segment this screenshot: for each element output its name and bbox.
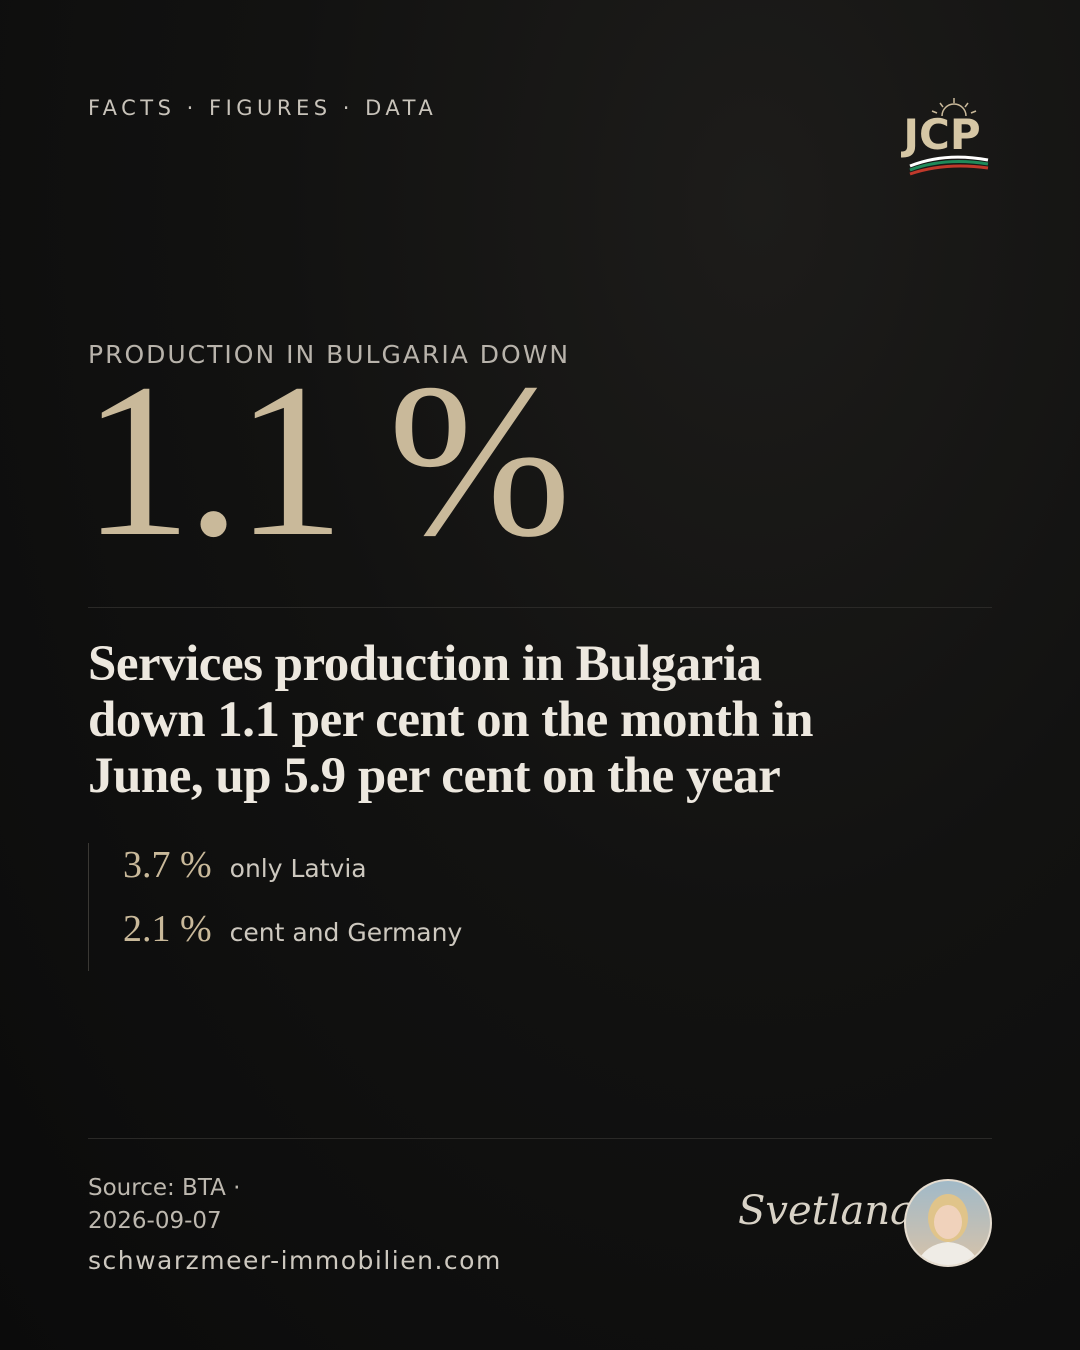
stats: 3.7 % only Latvia 2.1 % cent and Germany <box>88 843 462 971</box>
stat-text: only Latvia <box>229 854 367 883</box>
logo-wave <box>909 164 989 176</box>
logo-text: JCP <box>900 110 980 159</box>
hero-figure: 1.1 % <box>82 338 571 582</box>
headline-line: June, up 5.9 per cent on the year <box>88 748 781 804</box>
logo: JCP <box>900 98 989 176</box>
source: Source: BTA · <box>88 1175 241 1201</box>
stat-row: 3.7 % only Latvia <box>123 843 462 907</box>
logo-wave <box>909 160 989 172</box>
headline-line: Services production in Bulgaria <box>88 636 762 692</box>
hero-label: PRODUCTION IN BULGARIA DOWN <box>88 340 571 369</box>
logo-sun <box>931 98 977 117</box>
logo-wave <box>909 155 989 168</box>
date: 2026-09-07 <box>88 1208 222 1234</box>
divider <box>88 1138 992 1139</box>
source-block: Source: BTA · 2026-09-07 <box>88 1172 240 1238</box>
headline: Services production in Bulgaria down 1.1 … <box>88 636 813 804</box>
stat-text: cent and Germany <box>229 918 463 947</box>
avatar <box>904 1179 992 1267</box>
stat-row: 2.1 % cent and Germany <box>123 907 462 971</box>
headline-line: down 1.1 per cent on the month in <box>88 692 813 748</box>
stat-value: 2.1 % <box>123 908 212 950</box>
website[interactable]: schwarzmeer-immobilien.com <box>88 1246 502 1275</box>
signature: Svetlana <box>738 1188 914 1234</box>
kicker: FACTS · FIGURES · DATA <box>88 96 438 120</box>
stat-value: 3.7 % <box>123 844 212 886</box>
divider <box>88 607 992 608</box>
